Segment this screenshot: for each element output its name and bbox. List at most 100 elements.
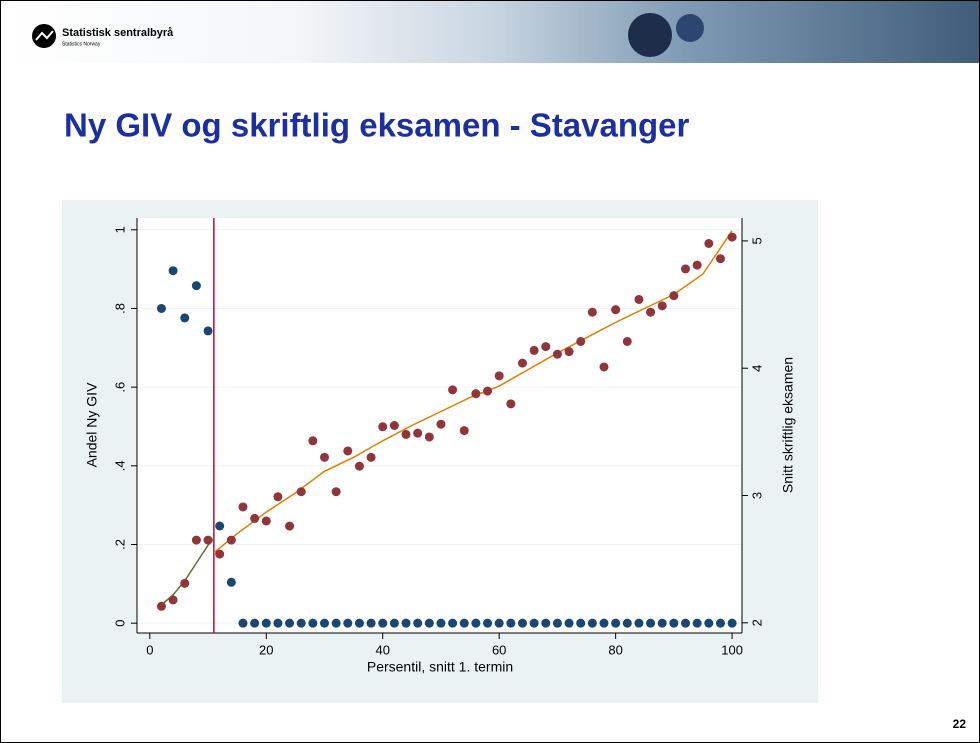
y-tick-label: 1 <box>112 226 127 233</box>
data-point <box>611 618 621 628</box>
data-point <box>506 618 516 628</box>
banner-decoration <box>676 14 704 42</box>
data-point <box>541 618 551 628</box>
data-point <box>587 307 597 317</box>
data-point <box>704 238 714 248</box>
data-point <box>657 618 667 628</box>
data-point <box>226 535 236 545</box>
data-point <box>413 428 423 438</box>
x-tick-label: 60 <box>492 642 506 657</box>
data-point <box>646 618 656 628</box>
logo-subtext: Statistics Norway <box>62 41 101 47</box>
y2-tick-label: 4 <box>749 365 764 372</box>
data-point <box>494 371 504 381</box>
data-point <box>285 521 295 531</box>
data-point <box>634 294 644 304</box>
data-point <box>727 618 737 628</box>
data-point <box>471 389 481 399</box>
data-point <box>424 432 434 442</box>
logo-text: Statistisk sentralbyrå <box>62 27 174 39</box>
data-point <box>692 260 702 270</box>
data-point <box>587 618 597 628</box>
data-point <box>191 281 201 291</box>
data-point <box>261 618 271 628</box>
data-point <box>331 487 341 497</box>
data-point <box>622 336 632 346</box>
data-point <box>646 307 656 317</box>
data-point <box>285 618 295 628</box>
data-point <box>413 618 423 628</box>
data-point <box>366 618 376 628</box>
data-point <box>250 513 260 523</box>
data-point <box>436 419 446 429</box>
banner-decoration <box>628 13 672 57</box>
data-point <box>331 618 341 628</box>
data-point <box>552 349 562 359</box>
data-point <box>261 516 271 526</box>
data-point <box>448 618 458 628</box>
data-point <box>366 452 376 462</box>
data-point <box>681 618 691 628</box>
data-point <box>599 618 609 628</box>
data-point <box>191 535 201 545</box>
data-point <box>459 426 469 436</box>
data-point <box>634 618 644 628</box>
data-point <box>354 618 364 628</box>
data-point <box>599 362 609 372</box>
data-point <box>250 618 260 628</box>
data-point <box>611 305 621 315</box>
data-point <box>296 618 306 628</box>
data-point <box>657 301 667 311</box>
x-tick-label: 40 <box>375 642 389 657</box>
y-tick-label: .6 <box>112 382 127 393</box>
data-point <box>669 618 679 628</box>
data-point <box>494 618 504 628</box>
data-point <box>529 345 539 355</box>
data-point <box>319 452 329 462</box>
data-point <box>308 436 318 446</box>
data-point <box>296 487 306 497</box>
data-point <box>168 595 178 605</box>
data-point <box>541 342 551 352</box>
data-point <box>343 446 353 456</box>
data-point <box>319 618 329 628</box>
data-point <box>156 303 166 313</box>
data-point <box>215 549 225 559</box>
data-point <box>389 421 399 430</box>
x-tick-label: 20 <box>259 642 273 657</box>
y-tick-label: .2 <box>112 539 127 550</box>
data-point <box>389 618 399 628</box>
data-point <box>715 618 725 628</box>
data-point <box>576 618 586 628</box>
data-point <box>552 618 562 628</box>
data-point <box>343 618 353 628</box>
y2-axis-title: Snitt skriftlig eksamen <box>780 357 796 493</box>
x-axis-title: Persentil, snitt 1. termin <box>367 659 513 675</box>
data-point <box>681 264 691 274</box>
x-tick-label: 0 <box>146 642 153 657</box>
x-tick-label: 80 <box>608 642 622 657</box>
data-point <box>378 618 388 628</box>
data-point <box>378 422 388 432</box>
y-tick-label: 0 <box>112 620 127 627</box>
y-tick-label: .8 <box>112 303 127 314</box>
data-point <box>564 618 574 628</box>
data-point <box>483 618 493 628</box>
logo-icon <box>35 30 54 41</box>
slide-title: Ny GIV og skriftlig eksamen - Stavanger <box>64 107 690 144</box>
data-point <box>424 618 434 628</box>
data-point <box>517 358 527 368</box>
y2-tick-label: 3 <box>749 492 764 499</box>
data-point <box>203 326 213 336</box>
data-point <box>517 618 527 628</box>
data-point <box>354 461 364 471</box>
y-axis-title: Andel Ny GIV <box>84 382 100 467</box>
data-point <box>180 578 190 588</box>
data-point <box>727 232 737 242</box>
data-point <box>622 618 632 628</box>
banner <box>1 1 979 63</box>
data-point <box>238 502 248 512</box>
data-point <box>506 399 516 409</box>
